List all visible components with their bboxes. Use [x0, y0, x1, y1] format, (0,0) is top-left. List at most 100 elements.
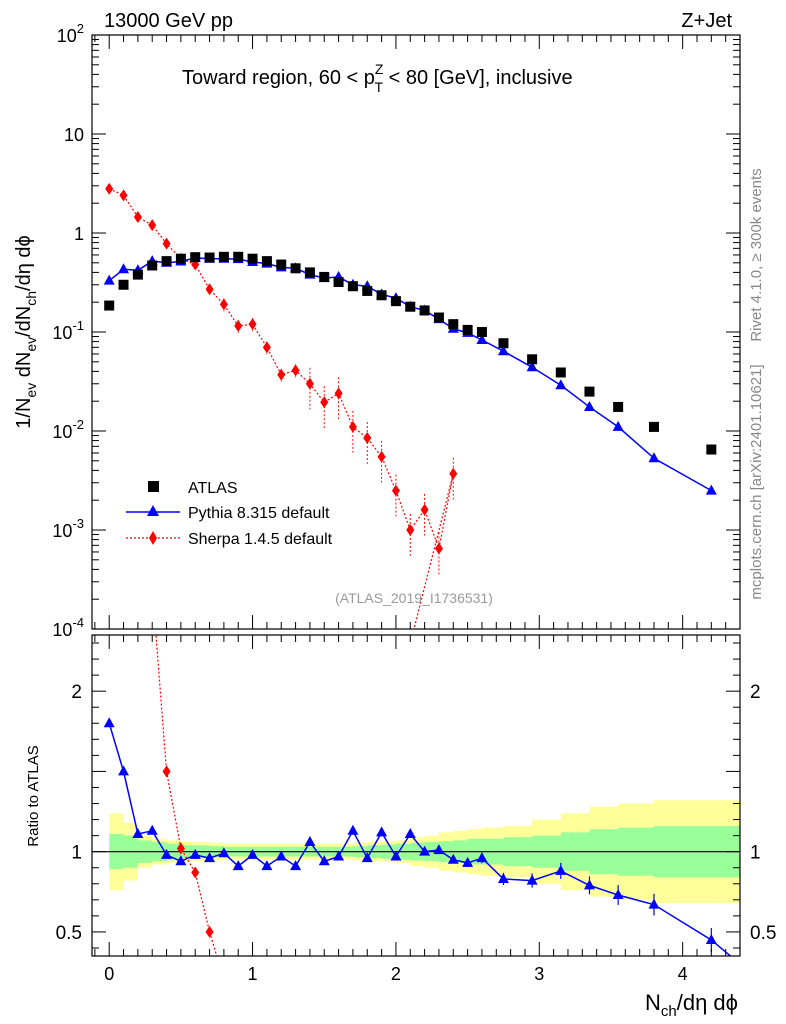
sherpa-point: [334, 387, 343, 400]
atlas-point: [118, 279, 129, 290]
pythia-ratio-point: [103, 717, 115, 728]
legend-atlas-marker: [148, 481, 159, 492]
legend-item-pythia: Pythia 8.315 default: [126, 505, 330, 522]
atlas-point: [462, 324, 473, 335]
x-tick-label: 3: [534, 964, 544, 984]
atlas-point: [648, 421, 659, 432]
pythia-ratio-point: [462, 856, 474, 867]
atlas-point: [419, 305, 430, 316]
pythia-point: [705, 484, 717, 495]
ratio-y-tick-label-right: 0.5: [750, 923, 776, 944]
ratio-y-tick-label: 0.5: [56, 923, 82, 944]
ratio-y-axis: 0.5 0.5 1 1 2 2: [56, 642, 776, 949]
pythia-ratio-point: [404, 828, 416, 839]
atlas-point: [527, 354, 538, 365]
atlas-point: [347, 281, 358, 292]
ratio-x-axis: 0 1 2 3 4: [94, 635, 741, 984]
y-tick-label: 10-4: [52, 615, 84, 640]
atlas-point: [555, 367, 566, 378]
pythia-ratio-point: [612, 889, 624, 900]
y-tick-label: 10-1: [52, 318, 84, 343]
atlas-point: [706, 444, 717, 455]
legend: ATLAS Pythia 8.315 default Sherpa 1.4.5 …: [126, 480, 333, 548]
pythia-ratio-point: [419, 845, 431, 856]
pythia-point: [583, 400, 595, 411]
pythia-ratio-point: [132, 828, 144, 839]
pythia-ratio-point: [175, 855, 187, 866]
process-label: Z+Jet: [681, 10, 732, 32]
ratio-y-tick-label: 1: [71, 843, 82, 864]
pythia-point: [497, 345, 509, 356]
atlas-point: [218, 251, 229, 262]
sherpa-point: [449, 467, 458, 480]
x-axis-label: Nch/dη dϕ: [645, 990, 738, 1020]
sherpa-ratio-point: [205, 925, 214, 938]
sherpa-point: [162, 237, 171, 250]
pythia-ratio-point: [476, 852, 488, 863]
legend-item-sherpa: Sherpa 1.4.5 default: [126, 531, 333, 548]
pythia-ratio-point: [705, 933, 717, 944]
sherpa-point: [205, 283, 214, 296]
atlas-point: [376, 290, 387, 301]
sherpa-point: [363, 431, 372, 444]
pythia-point: [555, 379, 567, 390]
sherpa-point: [133, 211, 142, 224]
y-tick-label: 102: [57, 21, 84, 46]
main-panel: 10-4 10-3 10-2 10-1 1 10 102: [52, 21, 741, 640]
sherpa-point: [377, 450, 386, 463]
pythia-ratio-point: [189, 848, 201, 859]
pythia-ratio-point: [161, 848, 173, 859]
pythia-ratio-point: [376, 826, 388, 837]
y-tick-label: 10-3: [52, 516, 84, 541]
main-x-ticks: [94, 35, 741, 629]
pythia-ratio-point: [648, 898, 660, 909]
atlas-point: [147, 260, 158, 271]
pythia-ratio-point: [555, 864, 567, 875]
pythia-ratio-point: [497, 872, 509, 883]
pythia-ratio-point: [304, 836, 316, 847]
atlas-point: [304, 267, 315, 278]
pythia-ratio-point: [526, 874, 538, 885]
atlas-point: [132, 269, 143, 280]
pythia-ratio-point: [118, 765, 130, 776]
atlas-point: [233, 251, 244, 262]
sherpa-point: [248, 318, 257, 331]
rivet-label: Rivet 4.1.0, ≥ 300k events: [748, 168, 765, 341]
pythia-ratio-point: [261, 860, 273, 871]
pythia-ratio-point: [318, 855, 330, 866]
pythia-point: [648, 452, 660, 463]
pythia-point: [118, 263, 130, 274]
legend-item-atlas: ATLAS: [148, 480, 238, 497]
sherpa-ratio-point: [220, 974, 228, 986]
sherpa-ratio-point: [176, 842, 185, 855]
pythia-ratio-point: [290, 860, 302, 871]
atlas-point: [190, 252, 201, 263]
sherpa-point: [277, 368, 286, 381]
pythia-ratio-point: [433, 844, 445, 855]
sherpa-point: [219, 298, 228, 311]
legend-sherpa-label: Sherpa 1.4.5 default: [188, 531, 333, 548]
pythia-ratio-point: [583, 879, 595, 890]
atlas-point: [390, 296, 401, 307]
legend-pythia-marker: [147, 505, 159, 516]
x-tick-label: 1: [248, 964, 258, 984]
y-tick-label: 1: [74, 224, 84, 244]
pythia-ratio-point: [275, 850, 287, 861]
atlas-point: [204, 252, 215, 263]
legend-sherpa-marker: [149, 531, 157, 545]
atlas-point: [319, 271, 330, 282]
atlas-point: [333, 276, 344, 287]
ratio-y-tick-label-right: 2: [750, 682, 761, 703]
ratio-axis-label: Ratio to ATLAS: [25, 745, 42, 846]
x-tick-label: 0: [104, 964, 114, 984]
ratio-y-tick-label: 2: [71, 682, 82, 703]
ratio-y-tick-label-right: 1: [750, 843, 761, 864]
sherpa-point: [391, 484, 400, 497]
sherpa-point: [434, 542, 443, 555]
sherpa-point: [148, 219, 157, 232]
sherpa-ratio-point: [191, 866, 200, 879]
pythia-ratio-point: [447, 853, 459, 864]
pythia-ratio-point: [204, 852, 216, 863]
pythia-ratio-point: [333, 850, 345, 861]
